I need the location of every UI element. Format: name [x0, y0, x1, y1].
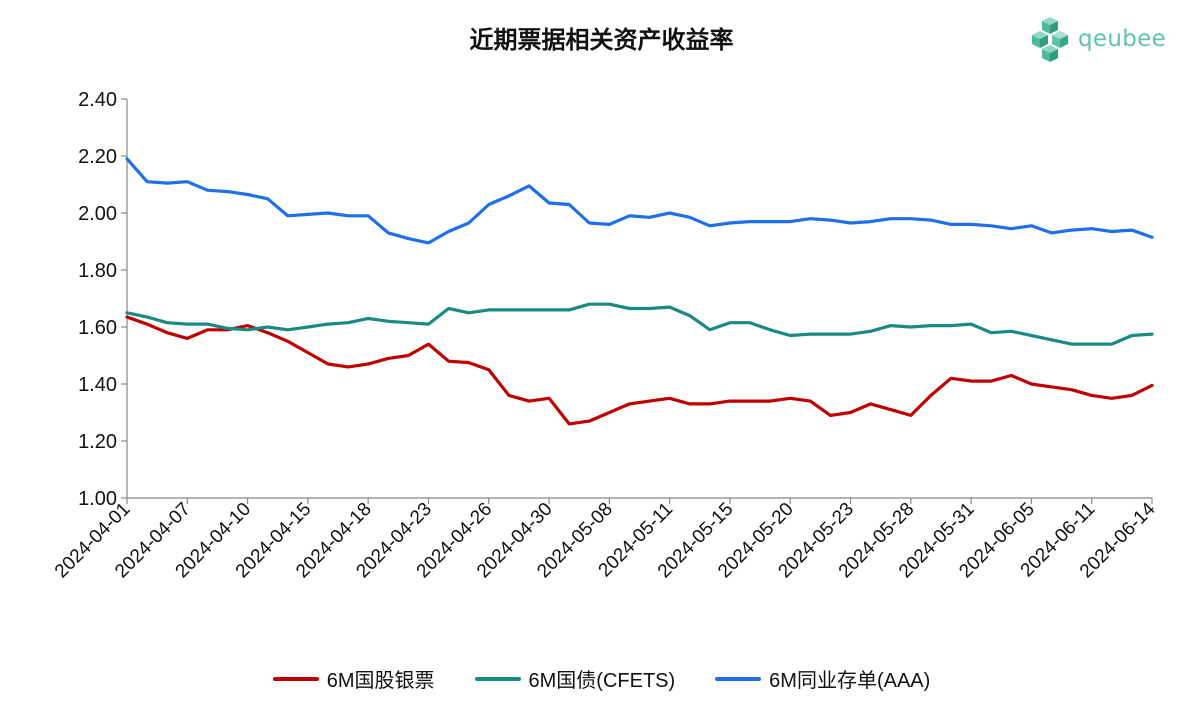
legend-item-1: 6M国股银票 — [272, 664, 435, 693]
series-line-3 — [125, 157, 1154, 245]
legend-label: 6M同业存单(AAA) — [769, 670, 931, 692]
chart-title: 近期票据相关资产收益率 — [469, 26, 734, 54]
legend-item-2: 6M国债(CFETS) — [474, 664, 676, 693]
y-tick-label: 1.80 — [78, 260, 117, 282]
legend-swatch — [715, 676, 762, 681]
y-tick-label: 2.20 — [78, 146, 117, 168]
line-chart: 1.001.201.401.601.802.002.202.402024-04-… — [51, 89, 1160, 582]
legend: 6M国股银票 6M国债(CFETS) 6M同业存单(AAA) — [0, 664, 1203, 693]
cube-logo-icon — [1032, 17, 1068, 62]
y-tick-label: 1.40 — [78, 374, 117, 396]
y-tick-label: 2.00 — [78, 203, 117, 225]
y-tick-label: 2.40 — [78, 89, 117, 111]
chart-axes — [121, 98, 1153, 504]
qeubee-logo: qeubee — [1030, 17, 1180, 67]
legend-label: 6M国债(CFETS) — [528, 670, 676, 692]
series-line-1 — [125, 315, 1154, 426]
y-tick-label: 1.60 — [78, 317, 117, 339]
legend-label: 6M国股银票 — [326, 670, 435, 692]
logo-text: qeubee — [1078, 26, 1167, 52]
y-tick-label: 1.00 — [78, 488, 117, 510]
y-tick-label: 1.20 — [78, 431, 117, 453]
legend-swatch — [474, 676, 521, 681]
series-line-2 — [125, 302, 1154, 346]
legend-swatch — [272, 676, 319, 681]
series-layer — [125, 157, 1154, 426]
legend-item-3: 6M同业存单(AAA) — [715, 664, 930, 693]
tick-labels: 1.001.201.401.601.802.002.202.402024-04-… — [51, 89, 1160, 582]
